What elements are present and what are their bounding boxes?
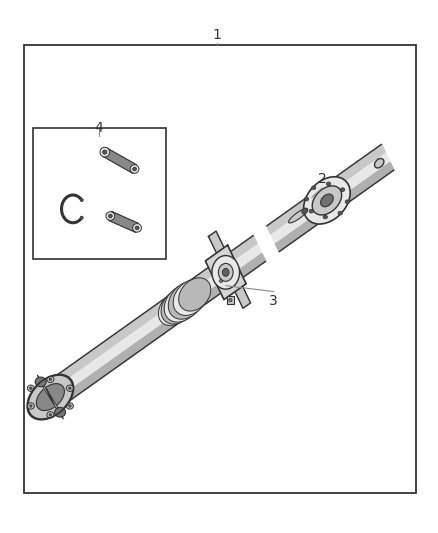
Ellipse shape bbox=[29, 387, 32, 390]
Ellipse shape bbox=[321, 194, 333, 207]
Polygon shape bbox=[44, 293, 185, 410]
Polygon shape bbox=[103, 148, 136, 173]
Ellipse shape bbox=[340, 188, 345, 191]
Ellipse shape bbox=[69, 405, 71, 407]
Polygon shape bbox=[267, 144, 385, 233]
Polygon shape bbox=[186, 236, 257, 291]
Ellipse shape bbox=[135, 226, 139, 230]
Polygon shape bbox=[38, 375, 54, 406]
Ellipse shape bbox=[179, 278, 211, 311]
Ellipse shape bbox=[304, 177, 350, 224]
Bar bbox=[227, 296, 234, 304]
Polygon shape bbox=[267, 144, 394, 252]
Ellipse shape bbox=[100, 147, 110, 157]
Ellipse shape bbox=[161, 288, 196, 324]
Ellipse shape bbox=[36, 384, 64, 410]
Ellipse shape bbox=[133, 167, 137, 171]
Ellipse shape bbox=[47, 376, 54, 383]
Polygon shape bbox=[208, 231, 251, 308]
Polygon shape bbox=[325, 159, 381, 205]
Ellipse shape bbox=[108, 214, 112, 218]
Ellipse shape bbox=[102, 150, 107, 154]
Ellipse shape bbox=[67, 385, 74, 391]
Ellipse shape bbox=[164, 284, 201, 322]
Bar bbox=[33, 128, 166, 259]
Ellipse shape bbox=[345, 200, 350, 204]
Ellipse shape bbox=[28, 375, 73, 419]
Ellipse shape bbox=[35, 377, 46, 387]
Polygon shape bbox=[194, 254, 266, 309]
Bar bbox=[218, 277, 225, 285]
Ellipse shape bbox=[311, 186, 316, 190]
Ellipse shape bbox=[133, 224, 141, 232]
Ellipse shape bbox=[49, 378, 52, 381]
Ellipse shape bbox=[173, 279, 208, 316]
Ellipse shape bbox=[168, 281, 205, 319]
Ellipse shape bbox=[302, 208, 307, 214]
Text: 1: 1 bbox=[212, 28, 221, 42]
Polygon shape bbox=[109, 212, 138, 232]
Ellipse shape bbox=[374, 158, 384, 168]
Polygon shape bbox=[186, 236, 266, 309]
Ellipse shape bbox=[289, 208, 307, 223]
Ellipse shape bbox=[338, 211, 343, 215]
Ellipse shape bbox=[312, 186, 342, 215]
Ellipse shape bbox=[223, 269, 229, 276]
Polygon shape bbox=[44, 293, 176, 392]
Ellipse shape bbox=[323, 215, 328, 219]
Ellipse shape bbox=[219, 263, 233, 281]
Polygon shape bbox=[46, 389, 63, 419]
Ellipse shape bbox=[27, 403, 34, 409]
Ellipse shape bbox=[27, 385, 34, 391]
Text: 4: 4 bbox=[94, 121, 103, 135]
Ellipse shape bbox=[80, 198, 83, 201]
Polygon shape bbox=[276, 163, 394, 252]
Bar bbox=[24, 45, 416, 493]
Ellipse shape bbox=[309, 209, 314, 213]
Ellipse shape bbox=[229, 298, 232, 302]
Ellipse shape bbox=[219, 279, 223, 282]
Ellipse shape bbox=[69, 387, 71, 390]
Ellipse shape bbox=[47, 411, 54, 418]
Ellipse shape bbox=[159, 292, 191, 326]
Ellipse shape bbox=[67, 403, 74, 409]
Ellipse shape bbox=[80, 216, 83, 220]
Ellipse shape bbox=[326, 182, 331, 185]
Polygon shape bbox=[53, 311, 185, 410]
Ellipse shape bbox=[55, 407, 66, 417]
Polygon shape bbox=[205, 245, 246, 300]
Text: 3: 3 bbox=[269, 294, 278, 308]
Ellipse shape bbox=[29, 405, 32, 407]
Ellipse shape bbox=[304, 197, 309, 201]
Ellipse shape bbox=[130, 165, 139, 173]
Ellipse shape bbox=[212, 256, 240, 289]
Text: 2: 2 bbox=[318, 172, 326, 185]
Ellipse shape bbox=[49, 414, 52, 416]
Ellipse shape bbox=[106, 212, 115, 220]
